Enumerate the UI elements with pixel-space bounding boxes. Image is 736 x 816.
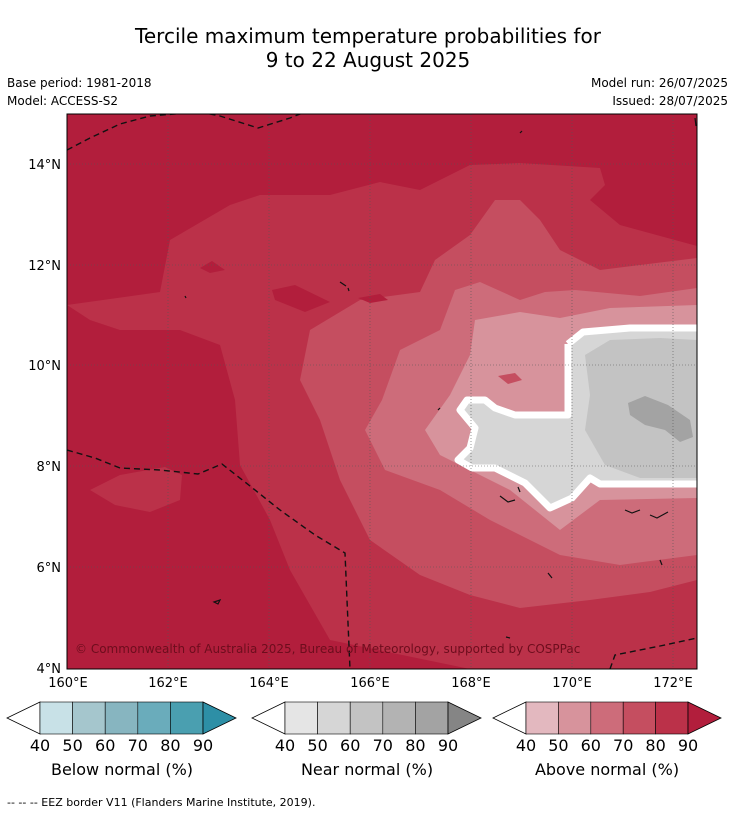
colorbar-max-extension (688, 702, 721, 734)
below-normal-title: Below normal (%) (7, 760, 237, 779)
colorbar-tick-label: 80 (645, 736, 665, 755)
colorbar-swatch (105, 702, 138, 734)
colorbar-swatch (383, 702, 416, 734)
colorbar-tick-label: 40 (275, 736, 295, 755)
colorbar-swatch (73, 702, 106, 734)
colorbar-tick-label: 80 (160, 736, 180, 755)
lat-label-8n: 8°N (37, 460, 62, 475)
copyright-notice: © Commonwealth of Australia 2025, Bureau… (75, 642, 580, 656)
colorbar-swatch (623, 702, 655, 734)
latitude-labels: 14°N 12°N 10°N 8°N 6°N 4°N (28, 158, 61, 677)
colorbar-swatch (350, 702, 383, 734)
lat-label-4n: 4°N (37, 662, 62, 677)
lon-label-170e: 170°E (552, 676, 592, 691)
colorbar-swatch (138, 702, 171, 734)
lat-label-10n: 10°N (28, 359, 61, 374)
colorbar-tick-label: 70 (373, 736, 393, 755)
colorbar-tick-label: 40 (30, 736, 50, 755)
colorbar-tick-label: 90 (678, 736, 698, 755)
colorbar-swatch (558, 702, 590, 734)
near-normal-colorbar: 40 50 60 70 80 90 (252, 702, 481, 755)
probability-map: © Commonwealth of Australia 2025, Bureau… (0, 0, 736, 700)
lat-label-14n: 14°N (28, 158, 61, 173)
below-normal-colorbar: 40 50 60 70 80 90 (7, 702, 236, 755)
colorbar-tick-label: 60 (95, 736, 115, 755)
colorbar-tick-label: 90 (193, 736, 213, 755)
colorbar-min-extension (252, 702, 285, 734)
colorbar-tick-label: 90 (438, 736, 458, 755)
lat-label-12n: 12°N (28, 259, 61, 274)
colorbar-min-extension (7, 702, 40, 734)
colorbar-swatch (591, 702, 623, 734)
colorbar-max-extension (203, 702, 236, 734)
colorbar-max-extension (448, 702, 481, 734)
lon-label-166e: 166°E (350, 676, 390, 691)
lon-label-172e: 172°E (653, 676, 693, 691)
colorbar-swatch (318, 702, 351, 734)
above-normal-title: Above normal (%) (493, 760, 721, 779)
colorbar-tick-label: 50 (307, 736, 327, 755)
longitude-labels: 160°E 162°E 164°E 166°E 168°E 170°E 172°… (48, 676, 693, 691)
colorbar-swatch (415, 702, 448, 734)
colorbar-swatch (170, 702, 203, 734)
colorbar-tick-label: 70 (613, 736, 633, 755)
colorbar-swatch (40, 702, 73, 734)
colorbar-swatch (656, 702, 688, 734)
colorbar-swatch (285, 702, 318, 734)
lon-label-160e: 160°E (48, 676, 88, 691)
near-normal-title: Near normal (%) (251, 760, 483, 779)
eez-footnote: -- -- -- EEZ border V11 (Flanders Marine… (7, 796, 315, 809)
colorbar-tick-label: 50 (62, 736, 82, 755)
lat-label-6n: 6°N (37, 561, 62, 576)
lon-label-168e: 168°E (451, 676, 491, 691)
above-normal-colorbar: 40 50 60 70 80 90 (493, 702, 721, 755)
map-fill-layer (67, 112, 697, 669)
colorbar-legends: 40 50 60 70 80 90 40 50 60 70 80 90 40 50 60 70 80 90 (0, 690, 736, 760)
colorbar-tick-label: 70 (128, 736, 148, 755)
colorbar-min-extension (493, 702, 526, 734)
colorbar-tick-label: 40 (516, 736, 536, 755)
colorbar-swatch (526, 702, 558, 734)
lon-label-164e: 164°E (249, 676, 289, 691)
colorbar-tick-label: 80 (405, 736, 425, 755)
colorbar-tick-label: 50 (548, 736, 568, 755)
colorbar-tick-label: 60 (340, 736, 360, 755)
lon-label-162e: 162°E (148, 676, 188, 691)
colorbar-tick-label: 60 (581, 736, 601, 755)
